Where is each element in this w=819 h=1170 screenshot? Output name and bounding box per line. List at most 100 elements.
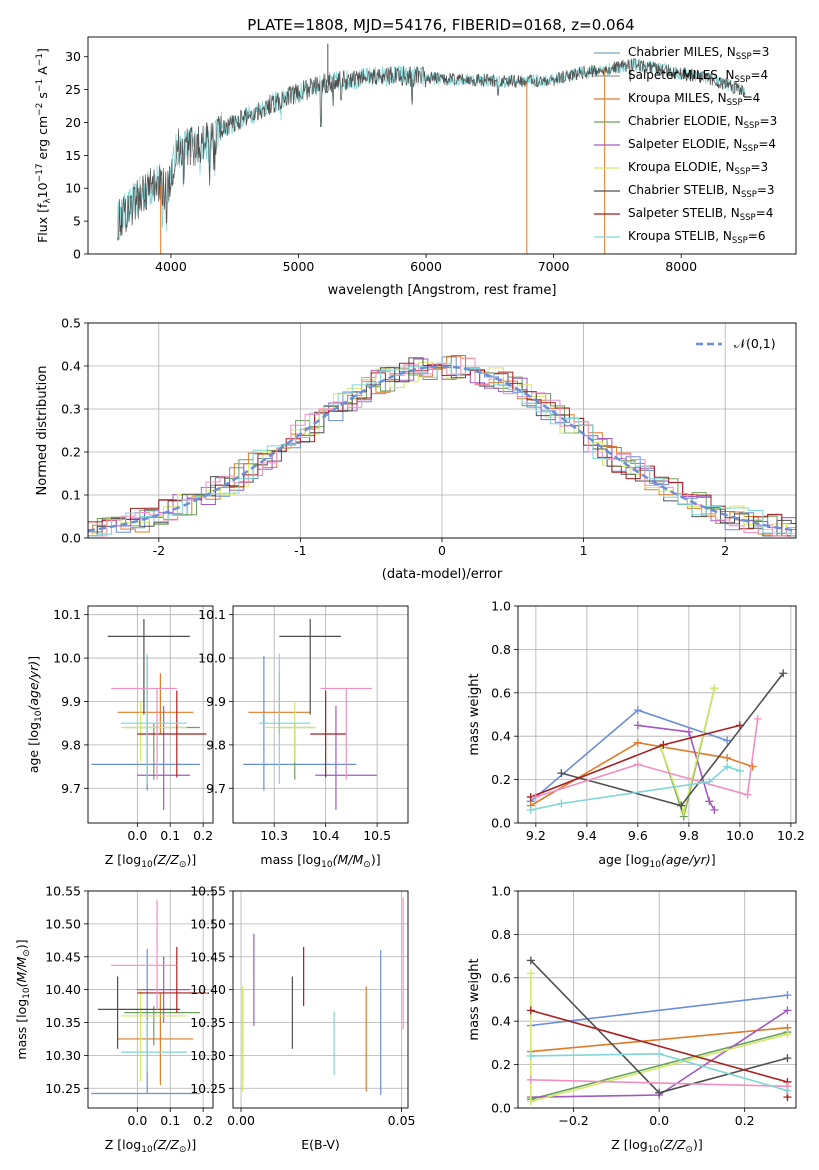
series-marker [684, 727, 693, 736]
mass-vs-metallicity-panel: 0.0 0.1 0.2 10.25 10.30 10.35 10.40 10.45 10.50 1… [14, 884, 214, 1155]
series-marker [633, 721, 642, 730]
x-tick-label: 9.8 [679, 828, 699, 843]
series-marker [633, 706, 642, 715]
y-axis-label-sub: ⊙ [22, 949, 32, 957]
y-tick-label: 0.6 [491, 685, 511, 700]
y-axis-label-part: ] [35, 48, 50, 53]
x-axis-label-sub: 10 [650, 860, 662, 870]
y-tick-label: 10.0 [198, 651, 226, 666]
x-tick-label: 0.1 [160, 1113, 180, 1128]
series-marker [705, 777, 714, 786]
x-tick-label: -1 [294, 543, 306, 558]
histogram-step [88, 355, 796, 537]
spectrum-lines [116, 43, 746, 254]
axes-frame [87, 605, 214, 824]
y-tick-label: 10.35 [190, 1015, 226, 1030]
legend-label: Chabrier ELODIE, NSSP=3 [628, 114, 777, 131]
x-tick-label: 10.5 [363, 828, 391, 843]
series-marker [735, 721, 744, 730]
y-tick-label: 10.50 [190, 916, 226, 931]
x-axis-label-sub: ⊙ [363, 860, 371, 870]
histogram-step [88, 362, 796, 537]
y-tick-label: 0.5 [61, 316, 81, 331]
legend-label-sub: SSP [735, 167, 751, 177]
series-marker [783, 1006, 792, 1015]
y-axis-label-part: (M/M [14, 957, 29, 988]
legend-label-sub: SSP [744, 121, 760, 131]
y-tick-label: 5 [73, 214, 81, 229]
series-line [535, 718, 759, 798]
series-marker [735, 766, 744, 775]
x-tick-label: 7000 [538, 259, 570, 274]
x-tick-label: -2 [153, 543, 165, 558]
y-tick-label: 10.40 [45, 982, 81, 997]
x-tick-label: 0.00 [227, 1113, 255, 1128]
y-tick-label: 0.4 [491, 729, 511, 744]
y-tick-label: 9.8 [206, 737, 226, 752]
series-marker [753, 714, 762, 723]
series-marker [526, 969, 535, 978]
histogram-step [88, 355, 796, 537]
series-marker [526, 805, 535, 814]
axes-frame [87, 36, 797, 255]
y-tick-label: 0.2 [61, 445, 81, 460]
series-marker [710, 684, 719, 693]
y-tick-label: 1.0 [491, 884, 511, 899]
y-axis-label-sup: −1 [35, 79, 45, 92]
y-axis-label: mass weight [467, 673, 482, 755]
x-tick-label: 9.2 [526, 828, 546, 843]
x-axis-label-sub: ⊙ [685, 1145, 693, 1155]
y-tick-label: 25 [65, 82, 81, 97]
x-axis-label-part: )] [186, 852, 196, 867]
legend-label-sub: SSP [742, 144, 758, 154]
y-axis-label: age [log10(age/yr)] [26, 656, 44, 773]
x-tick-label: 9.6 [628, 828, 648, 843]
series-marker [783, 1054, 792, 1063]
x-axis-label: mass [log10(M/M⊙)] [260, 852, 380, 870]
x-axis-label-part: ] [711, 852, 716, 867]
residual-histogram-panel: -2 -1 0 1 2 0.0 0.1 0.2 0.3 0.4 0.5 𝒩(0,1) (data-mod… [35, 316, 797, 582]
x-axis-label-part: )] [371, 852, 381, 867]
axes-frame [232, 890, 409, 1109]
x-axis-label: Z [log10(Z/Z⊙)] [105, 1137, 196, 1155]
legend-label-value: =3 [760, 114, 778, 128]
x-tick-label: 0.0 [127, 1113, 147, 1128]
age-vs-mass-panel: 10.3 10.4 10.5 9.7 9.8 9.9 10.0 10.1 mass [log10… [198, 605, 409, 870]
legend-label: Kroupa STELIB, NSSP=6 [628, 229, 766, 246]
legend-label-sub: SSP [740, 213, 756, 223]
series-line [530, 1031, 788, 1101]
x-tick-label: 0.2 [193, 828, 213, 843]
y-tick-label: 15 [65, 148, 81, 163]
series-marker [783, 1030, 792, 1039]
legend-label: Kroupa MILES, NSSP=4 [628, 91, 760, 108]
series-marker [705, 797, 714, 806]
series-marker [748, 762, 757, 771]
y-axis-label-sup: −17 [35, 163, 45, 182]
x-tick-label: 4000 [155, 259, 187, 274]
y-tick-label: 10.25 [45, 1081, 81, 1096]
mass-weight-vs-metallicity-panel: −0.2 0.0 0.2 0.0 0.2 0.4 0.6 0.8 1.0 mass weight Z… [467, 884, 797, 1155]
y-tick-label: 0.8 [491, 927, 511, 942]
histograms [88, 355, 796, 537]
legend-label-value: =4 [758, 137, 776, 151]
y-tick-label: 10.50 [45, 916, 81, 931]
x-axis-label-sub: 10 [141, 1145, 153, 1155]
error-bars [91, 899, 207, 1095]
y-tick-label: 10.30 [190, 1048, 226, 1063]
series-line [530, 1079, 788, 1088]
mass-vs-reddening-panel: 0.00 0.05 10.25 10.30 10.35 10.40 10.45 10.50 10… [190, 884, 415, 1153]
legend-label-value: =4 [750, 68, 768, 82]
y-axis-label-sub: 10 [34, 710, 44, 722]
error-bars [242, 897, 404, 1095]
x-axis-label-part: (Z/Z [153, 852, 180, 867]
y-tick-label: 0.2 [491, 1057, 511, 1072]
series-marker [723, 753, 732, 762]
legend-label-sub: SSP [741, 190, 757, 200]
series-marker [659, 740, 668, 749]
series-marker [655, 1088, 664, 1097]
y-axis-label-part: erg cm [35, 116, 50, 164]
y-tick-label: 9.7 [61, 781, 81, 796]
y-axis-label-part: s [35, 92, 50, 103]
x-tick-label: 0.05 [388, 1113, 416, 1128]
error-bars [91, 619, 207, 810]
